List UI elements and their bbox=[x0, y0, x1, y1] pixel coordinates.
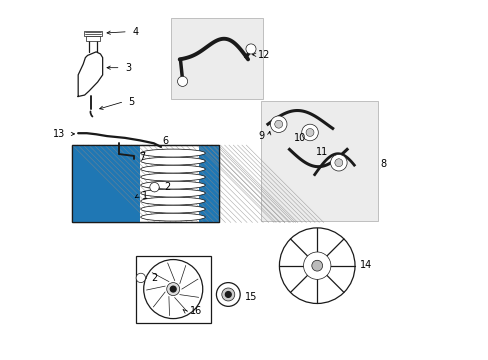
Ellipse shape bbox=[141, 181, 205, 189]
Bar bbox=[72, 145, 219, 222]
Circle shape bbox=[270, 116, 286, 132]
Circle shape bbox=[225, 292, 231, 297]
Bar bbox=[198, 145, 219, 222]
Ellipse shape bbox=[141, 189, 205, 197]
Text: 8: 8 bbox=[380, 159, 386, 169]
Circle shape bbox=[311, 260, 322, 271]
Text: 4: 4 bbox=[132, 27, 138, 37]
Bar bbox=[136, 256, 210, 323]
Circle shape bbox=[279, 228, 354, 303]
Ellipse shape bbox=[141, 197, 205, 205]
Bar bbox=[72, 145, 219, 222]
Text: 6: 6 bbox=[162, 136, 168, 146]
Circle shape bbox=[170, 286, 176, 292]
Circle shape bbox=[330, 154, 346, 171]
Bar bbox=[86, 36, 100, 41]
Circle shape bbox=[216, 283, 240, 306]
Ellipse shape bbox=[141, 173, 205, 181]
Ellipse shape bbox=[141, 157, 205, 165]
Text: 2: 2 bbox=[164, 182, 170, 192]
Text: 1: 1 bbox=[142, 191, 148, 201]
Circle shape bbox=[274, 120, 282, 128]
Circle shape bbox=[301, 124, 318, 141]
Text: 7: 7 bbox=[139, 152, 145, 162]
Bar bbox=[170, 18, 262, 99]
Ellipse shape bbox=[141, 165, 205, 173]
Text: 10: 10 bbox=[294, 132, 306, 143]
Circle shape bbox=[222, 288, 234, 301]
Text: 16: 16 bbox=[189, 306, 202, 316]
Text: 12: 12 bbox=[258, 50, 270, 60]
Circle shape bbox=[149, 183, 159, 192]
Text: 3: 3 bbox=[125, 63, 131, 73]
Ellipse shape bbox=[141, 213, 205, 221]
Circle shape bbox=[334, 159, 342, 167]
Text: 5: 5 bbox=[128, 96, 135, 107]
Text: 2: 2 bbox=[151, 273, 157, 283]
Polygon shape bbox=[78, 52, 102, 96]
Circle shape bbox=[305, 129, 313, 136]
Text: 14: 14 bbox=[360, 260, 372, 270]
Circle shape bbox=[143, 260, 203, 319]
Circle shape bbox=[303, 252, 330, 279]
Ellipse shape bbox=[141, 149, 205, 157]
Circle shape bbox=[245, 44, 256, 54]
Bar bbox=[260, 101, 377, 221]
Text: 11: 11 bbox=[315, 147, 327, 157]
Bar bbox=[84, 31, 102, 36]
Circle shape bbox=[177, 76, 187, 86]
Text: 9: 9 bbox=[258, 131, 264, 141]
Text: 13: 13 bbox=[53, 129, 65, 139]
Bar bbox=[72, 145, 140, 222]
Circle shape bbox=[136, 273, 145, 283]
Text: 15: 15 bbox=[244, 292, 257, 302]
Ellipse shape bbox=[141, 205, 205, 213]
Circle shape bbox=[166, 283, 179, 296]
